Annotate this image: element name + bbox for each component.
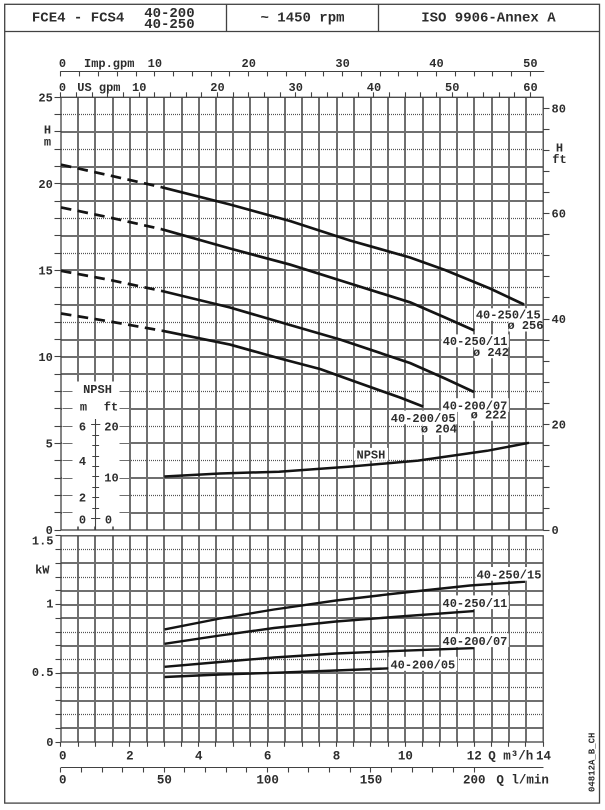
svg-text:40-250/11: 40-250/11 (443, 597, 508, 611)
svg-text:0: 0 (105, 514, 112, 528)
svg-text:10: 10 (104, 472, 118, 486)
svg-text:FCE4 - FCS4: FCE4 - FCS4 (32, 11, 124, 27)
svg-text:1.5: 1.5 (32, 534, 54, 548)
svg-text:0: 0 (46, 524, 53, 538)
svg-text:25: 25 (38, 92, 52, 106)
svg-text:6: 6 (264, 749, 272, 763)
svg-text:Q m³/h: Q m³/h (488, 749, 533, 763)
svg-text:30: 30 (335, 57, 349, 71)
svg-text:0: 0 (46, 736, 53, 750)
svg-text:ft: ft (104, 400, 118, 414)
svg-text:10: 10 (38, 351, 52, 365)
svg-text:50: 50 (523, 57, 537, 71)
svg-text:40-250/11: 40-250/11 (443, 335, 508, 349)
svg-text:60: 60 (552, 208, 566, 222)
svg-text:20: 20 (242, 57, 256, 71)
svg-text:60: 60 (523, 81, 537, 95)
svg-text:m: m (80, 400, 87, 414)
svg-text:0: 0 (552, 524, 559, 538)
svg-text:80: 80 (552, 102, 566, 116)
svg-text:14: 14 (536, 749, 552, 763)
svg-text:40-200/05: 40-200/05 (390, 659, 455, 673)
svg-text:0: 0 (59, 81, 66, 95)
svg-text:10: 10 (132, 81, 146, 95)
svg-text:~ 1450 rpm: ~ 1450 rpm (260, 11, 344, 27)
svg-text:2: 2 (126, 749, 134, 763)
svg-text:40-250/15: 40-250/15 (477, 568, 542, 582)
svg-text:Imp.gpm: Imp.gpm (84, 57, 134, 71)
svg-text:30: 30 (289, 81, 303, 95)
svg-text:10: 10 (398, 749, 413, 763)
svg-text:0: 0 (59, 773, 67, 787)
svg-text:50: 50 (445, 81, 459, 95)
svg-text:40-200: 40-200 (144, 6, 194, 22)
svg-text:0: 0 (79, 514, 86, 528)
svg-text:4: 4 (195, 749, 203, 763)
svg-text:0.5: 0.5 (32, 666, 54, 680)
svg-text:0: 0 (59, 749, 67, 763)
svg-text:20: 20 (38, 178, 52, 192)
svg-text:40-200/05: 40-200/05 (391, 412, 456, 426)
svg-text:ø 204: ø 204 (421, 423, 457, 437)
svg-text:12: 12 (467, 749, 482, 763)
svg-text:50: 50 (157, 773, 172, 787)
svg-text:ø 222: ø 222 (471, 409, 507, 423)
svg-text:40: 40 (552, 313, 566, 327)
svg-text:H: H (556, 142, 563, 156)
svg-text:1: 1 (46, 598, 53, 612)
svg-text:04812A_B_CH: 04812A_B_CH (588, 733, 598, 792)
svg-text:ø 256: ø 256 (507, 319, 543, 333)
svg-text:40-200/07: 40-200/07 (443, 635, 508, 649)
svg-text:m: m (44, 136, 51, 150)
svg-text:H: H (44, 124, 51, 138)
svg-text:20: 20 (552, 419, 566, 433)
svg-text:4: 4 (79, 455, 86, 469)
svg-text:100: 100 (256, 773, 279, 787)
svg-text:40-250: 40-250 (144, 17, 194, 33)
svg-text:US gpm: US gpm (77, 81, 120, 95)
svg-text:200: 200 (463, 773, 486, 787)
svg-text:20: 20 (104, 421, 118, 435)
svg-text:40: 40 (367, 81, 381, 95)
svg-text:15: 15 (38, 265, 52, 279)
svg-text:0: 0 (59, 57, 66, 71)
svg-text:6: 6 (79, 421, 86, 435)
svg-text:40-250/15: 40-250/15 (476, 309, 541, 323)
svg-text:150: 150 (360, 773, 383, 787)
svg-text:NPSH: NPSH (83, 383, 112, 397)
svg-text:40: 40 (429, 57, 443, 71)
svg-text:ø 242: ø 242 (473, 346, 509, 360)
svg-text:kW: kW (35, 564, 50, 578)
svg-text:NPSH: NPSH (357, 448, 386, 462)
svg-text:Q l/min: Q l/min (496, 773, 549, 787)
svg-text:10: 10 (148, 57, 162, 71)
svg-text:ISO 9906-Annex A: ISO 9906-Annex A (421, 11, 556, 27)
svg-text:8: 8 (333, 749, 341, 763)
svg-text:5: 5 (46, 438, 53, 452)
svg-text:ft: ft (552, 153, 566, 167)
svg-text:20: 20 (210, 81, 224, 95)
svg-text:2: 2 (79, 491, 86, 505)
